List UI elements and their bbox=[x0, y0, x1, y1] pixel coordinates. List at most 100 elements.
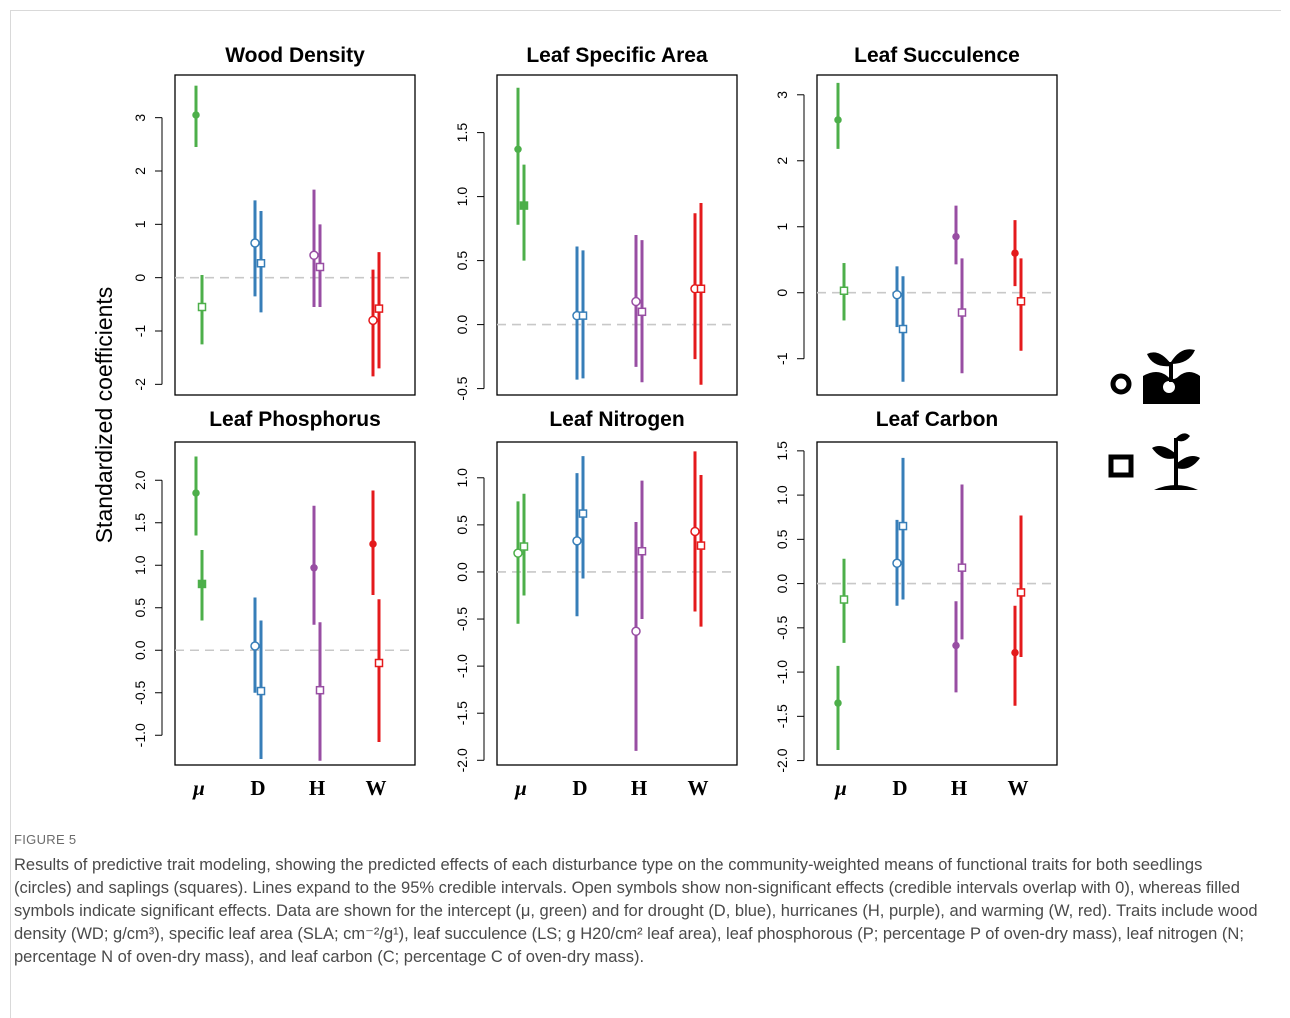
y-tick-label: -1.0 bbox=[774, 660, 790, 684]
seedling-point bbox=[309, 250, 319, 261]
legend-square-symbol bbox=[1108, 454, 1134, 478]
y-tick-label: -1.5 bbox=[454, 701, 470, 725]
panel-title: Leaf Carbon bbox=[876, 408, 999, 431]
panel-title: Wood Density bbox=[225, 44, 365, 67]
panel-title: Leaf Specific Area bbox=[526, 44, 708, 67]
x-category-label: W bbox=[366, 776, 387, 800]
seedling-point bbox=[834, 116, 842, 124]
y-tick-label: 0.5 bbox=[132, 598, 148, 618]
sapling-leaf-top bbox=[1176, 433, 1190, 442]
panel-leaf-specific-area: Leaf Specific Area -0.5 0.0 0.5 1.0 1.5 bbox=[454, 44, 738, 401]
y-tick-label: -2.0 bbox=[454, 748, 470, 772]
seedling-point bbox=[1011, 648, 1019, 657]
x-category-label: D bbox=[572, 776, 587, 800]
y-tick-label: 2 bbox=[132, 167, 148, 175]
seedling-point bbox=[572, 536, 582, 546]
sapling-point bbox=[1016, 297, 1026, 306]
sapling-point bbox=[578, 311, 588, 320]
sapling-point bbox=[839, 595, 849, 604]
figure-frame bbox=[10, 10, 1281, 1018]
y-tick-label: -1 bbox=[132, 325, 148, 338]
seedling-point bbox=[514, 145, 522, 153]
y-tick-label: -2 bbox=[132, 378, 148, 391]
sapling-point bbox=[519, 542, 529, 551]
sprout-leaf-right bbox=[1171, 349, 1195, 364]
panel-leaf-nitrogen: Leaf Nitrogen -2.0 -1.5 -1.0 -0.5 0.0 0.5 1.0 μ D… bbox=[454, 408, 738, 800]
panel-frame bbox=[174, 74, 416, 396]
panel-frame bbox=[816, 441, 1058, 766]
y-tick-label: 0.5 bbox=[454, 251, 470, 271]
sapling-point bbox=[1016, 588, 1026, 597]
sapling-point bbox=[197, 302, 207, 312]
y-tick-label: 0.0 bbox=[132, 640, 148, 660]
y-tick-label: 1.0 bbox=[132, 555, 148, 575]
y-tick-label: 0.5 bbox=[774, 529, 790, 549]
y-tick-label: 1.5 bbox=[774, 441, 790, 461]
sapling-point bbox=[197, 579, 207, 589]
panel-leaf-succulence: Leaf Succulence -1 0 1 2 3 bbox=[774, 44, 1058, 396]
seedling-point bbox=[892, 558, 902, 568]
y-tick-label: -0.5 bbox=[774, 616, 790, 640]
y-tick-label: -1.0 bbox=[454, 654, 470, 678]
panel-title: Leaf Succulence bbox=[854, 44, 1020, 67]
y-tick-label: 0.0 bbox=[454, 315, 470, 335]
x-category-label: μ bbox=[834, 776, 847, 800]
sapling-point bbox=[898, 324, 908, 334]
y-tick-label: 2 bbox=[774, 157, 790, 165]
y-tick-label: 0.5 bbox=[454, 515, 470, 535]
sapling-plant-icon bbox=[1152, 433, 1200, 490]
sapling-point bbox=[898, 521, 908, 531]
y-tick-label: 0.0 bbox=[454, 562, 470, 582]
panel-leaf-phosphorus: Leaf Phosphorus -1.0 -0.5 0.0 0.5 1.0 1.5 2.0 μ D… bbox=[132, 408, 416, 800]
sapling-leaf-right bbox=[1176, 456, 1200, 469]
legend bbox=[1108, 349, 1200, 490]
sapling-point bbox=[696, 541, 706, 550]
panel-frame bbox=[174, 441, 416, 766]
y-tick-label: 2.0 bbox=[132, 470, 148, 490]
sprout-leaf-left bbox=[1147, 352, 1171, 367]
sapling-point bbox=[957, 563, 967, 572]
seedling-point bbox=[952, 232, 960, 241]
sapling-point bbox=[839, 286, 849, 296]
seedling-point bbox=[892, 289, 902, 300]
sprout-seed bbox=[1163, 381, 1175, 393]
seedling-point bbox=[250, 238, 260, 248]
panel-wood-density: Wood Density -2 -1 0 1 2 3 bbox=[132, 44, 416, 396]
sapling-point bbox=[256, 259, 266, 268]
x-category-label: D bbox=[892, 776, 907, 800]
seedling-point bbox=[1011, 249, 1019, 257]
legend-circle-symbol bbox=[1110, 373, 1132, 395]
sapling-point bbox=[578, 509, 588, 518]
y-tick-label: 1.0 bbox=[454, 187, 470, 207]
sapling-soil bbox=[1154, 485, 1198, 490]
y-tick-label: -1.5 bbox=[774, 704, 790, 728]
y-tick-label: 1 bbox=[774, 223, 790, 231]
sapling-point bbox=[637, 546, 647, 556]
y-tick-label: -2.0 bbox=[774, 748, 790, 772]
sapling-point bbox=[315, 262, 325, 272]
seedling-point bbox=[690, 526, 700, 537]
y-tick-label: 3 bbox=[132, 114, 148, 122]
sapling-point bbox=[957, 308, 967, 317]
x-category-label: H bbox=[631, 776, 647, 800]
x-category-label: D bbox=[250, 776, 265, 800]
seedling-point bbox=[310, 564, 318, 572]
panel-frame bbox=[496, 74, 738, 396]
seedling-point bbox=[192, 111, 200, 119]
seedling-point bbox=[368, 315, 378, 326]
panel-title: Leaf Phosphorus bbox=[209, 408, 381, 431]
x-category-label: W bbox=[688, 776, 709, 800]
sapling-point bbox=[315, 685, 325, 695]
x-category-label: H bbox=[951, 776, 967, 800]
seedling-point bbox=[952, 641, 960, 650]
sapling-point bbox=[256, 686, 266, 696]
seedling-point bbox=[631, 626, 641, 637]
seedling-point bbox=[631, 296, 641, 307]
y-tick-label: 1.0 bbox=[454, 468, 470, 488]
y-tick-label: 0.0 bbox=[774, 574, 790, 594]
sapling-leaf-left bbox=[1152, 446, 1176, 459]
y-tick-label: 1.5 bbox=[132, 513, 148, 533]
y-tick-label: -1.0 bbox=[132, 723, 148, 747]
y-tick-label: 1 bbox=[132, 220, 148, 228]
sapling-point bbox=[374, 658, 384, 668]
